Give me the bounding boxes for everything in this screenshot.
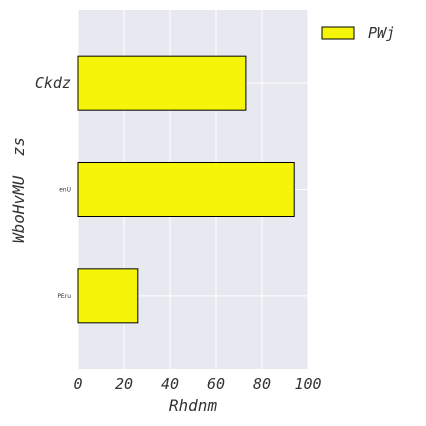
y-tick-label: PEru xyxy=(57,293,71,300)
x-tick-label: 40 xyxy=(161,375,179,393)
y-tick-label: enU xyxy=(59,187,71,194)
x-tick-label: 100 xyxy=(294,375,321,393)
x-tick-labels: 0 20 40 60 80 100 xyxy=(73,375,321,393)
y-tick-label: Ckdz xyxy=(35,74,71,92)
legend: PWj xyxy=(321,24,395,42)
x-tick-label: 60 xyxy=(207,375,225,393)
bar-peru xyxy=(77,268,139,324)
y-axis-label: WboHvMU zs xyxy=(9,137,28,243)
x-axis-label: Rhdnm xyxy=(169,396,218,415)
bars xyxy=(77,55,295,324)
legend-swatch xyxy=(321,26,355,40)
x-tick-label: 20 xyxy=(115,375,133,393)
bar-enu xyxy=(77,162,295,217)
x-tick-label: 0 xyxy=(73,375,82,393)
x-tick-label: 80 xyxy=(253,375,271,393)
legend-label: PWj xyxy=(368,24,395,42)
y-tick-labels: Ckdz enU PEru xyxy=(35,74,71,300)
bar-ckdz xyxy=(77,55,247,111)
